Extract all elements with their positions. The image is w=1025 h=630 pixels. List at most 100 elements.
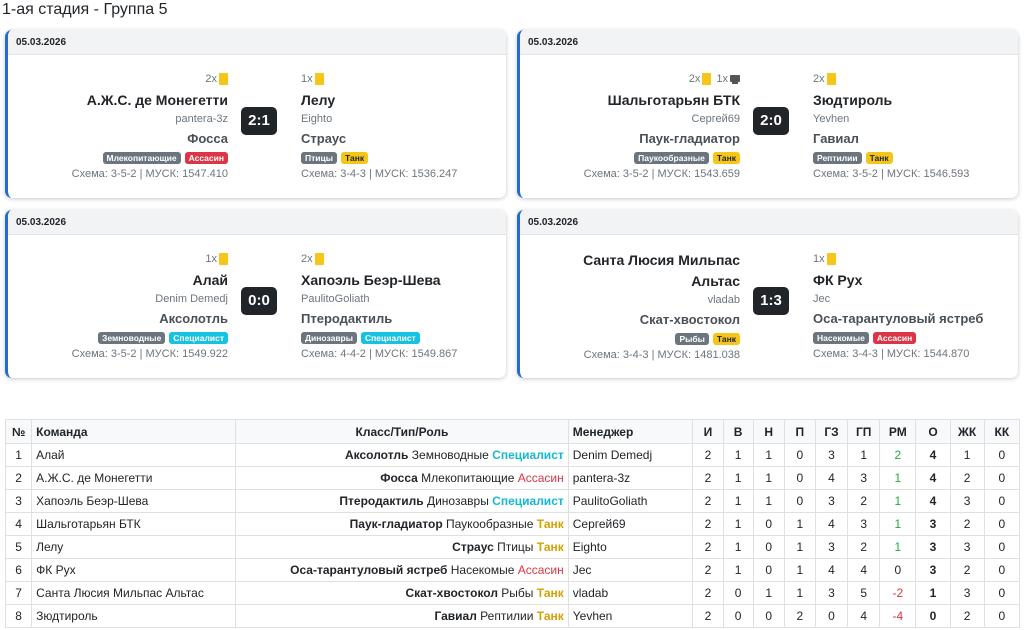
match-card[interactable]: 05.03.2026 Санта Люсия Мильпас Альтас vl… [517, 210, 1018, 378]
cards-row: 1x [813, 252, 836, 266]
row-manager[interactable]: Eighto [567, 535, 694, 559]
row-number: 7 [4, 581, 33, 605]
cards-row: 1x [301, 72, 324, 86]
manager-name[interactable]: Сергей69 [691, 112, 740, 125]
team-name[interactable]: ФК Рух [813, 271, 863, 288]
substitution-icon [730, 75, 740, 84]
row-class: Паук-гладиатор [349, 517, 443, 531]
type-badge: Рептилии [813, 151, 862, 164]
team-name[interactable]: А.Ж.С. де Монегетти [86, 91, 228, 108]
yellow-card-icon [702, 72, 712, 85]
match-card[interactable]: 05.03.2026 1x Алай Denim Demedj Аксолотл… [5, 210, 506, 378]
match-score[interactable]: 2:0 [753, 107, 789, 135]
col-number: № [4, 419, 33, 444]
row-manager[interactable]: Jec [567, 558, 694, 582]
row-red-cards: 0 [983, 535, 1021, 559]
yellow-card-count: 1x [813, 252, 825, 265]
row-class-type-role: Гавиал Рептилии Танк [235, 604, 569, 628]
type-badge: Динозавры [301, 331, 358, 344]
manager-name[interactable]: vladab [707, 294, 740, 306]
row-points: 1 [915, 581, 951, 605]
match-score[interactable]: 0:0 [241, 287, 277, 315]
row-class: Страус [452, 540, 494, 554]
role-badge: Танк [712, 151, 740, 164]
match-card[interactable]: 05.03.2026 2x 1x Шальготарьян БТК Сергей… [517, 30, 1018, 198]
team-name-line2[interactable]: Альтас [691, 273, 740, 289]
match-card[interactable]: 05.03.2026 2x А.Ж.С. де Монегетти panter… [5, 30, 506, 198]
table-row[interactable]: 6 ФК Рух Оса-тарантуловый ястреб Насеком… [4, 558, 1021, 582]
away-team: 1x ФК Рух Jec Оса-тарантуловый ястреб На… [813, 235, 1018, 378]
type-badge: Рыбы [675, 333, 709, 345]
row-number: 2 [4, 466, 33, 490]
manager-name[interactable]: Eighto [301, 112, 333, 125]
away-team: 1x Лелу Eighto Страус Птицы Танк Схема: … [301, 55, 506, 198]
match-date: 05.03.2026 [8, 30, 506, 55]
row-won: 0 [722, 604, 754, 628]
team-name[interactable]: Зюдтироль [813, 91, 893, 108]
row-team[interactable]: ФК Рух [31, 558, 237, 582]
row-played: 2 [692, 512, 724, 536]
row-won: 1 [722, 558, 754, 582]
manager-name[interactable]: pantera-3z [175, 112, 228, 125]
row-red-cards: 0 [983, 581, 1021, 605]
row-draw: 1 [752, 489, 785, 513]
row-class: Аксолотль [344, 448, 409, 462]
table-row[interactable]: 3 Хапоэль Беэр-Шева Птеродактиль Динозав… [4, 489, 1021, 513]
col-won: В [722, 419, 754, 444]
row-number: 8 [4, 604, 33, 628]
match-date: 05.03.2026 [520, 30, 1018, 55]
away-team: 2x Хапоэль Беэр-Шева PaulitoGoliath Птер… [301, 235, 506, 378]
team-name[interactable]: Санта Люсия Мильпас [583, 252, 740, 268]
row-team[interactable]: Лелу [31, 535, 237, 559]
manager-name[interactable]: Jec [813, 292, 831, 305]
team-name[interactable]: Лелу [301, 91, 336, 108]
row-manager[interactable]: Denim Demedj [567, 443, 694, 467]
table-row[interactable]: 8 Зюдтироль Гавиал Рептилии Танк Yevhen … [4, 604, 1021, 628]
row-draw: 1 [752, 581, 785, 605]
row-role: Танк [536, 517, 564, 531]
row-type: Рыбы [501, 586, 534, 600]
row-manager[interactable]: pantera-3z [567, 466, 694, 490]
table-row[interactable]: 4 Шальготарьян БТК Паук-гладиатор Паукоо… [4, 512, 1021, 536]
badges: Рептилии Танк [813, 151, 893, 164]
match-score[interactable]: 1:3 [753, 287, 789, 315]
table-row[interactable]: 7 Санта Люсия Мильпас Альтас Скат-хвосто… [4, 581, 1021, 605]
row-number: 3 [4, 489, 33, 513]
type-badge: Паукообразные [634, 151, 709, 164]
row-manager[interactable]: PaulitoGoliath [567, 489, 694, 513]
row-team[interactable]: Шальготарьян БТК [31, 512, 237, 536]
manager-name[interactable]: PaulitoGoliath [301, 292, 370, 305]
row-team[interactable]: Алай [31, 443, 237, 467]
row-goals-for: 0 [814, 604, 849, 628]
table-row[interactable]: 2 А.Ж.С. де Монегетти Фосса Млекопитающи… [4, 466, 1021, 490]
team-name[interactable]: Алай [192, 271, 228, 288]
row-points: 4 [915, 489, 951, 513]
row-manager[interactable]: vladab [567, 581, 694, 605]
manager-name[interactable]: Yevhen [813, 112, 850, 125]
yellow-card-count: 2x [688, 72, 701, 85]
scheme-text: Схема: 3-5-2 | МУСК: 1546.593 [813, 167, 970, 180]
yellow-card-icon [314, 252, 324, 265]
row-goals-for: 4 [814, 466, 849, 490]
row-manager[interactable]: Сергей69 [567, 512, 694, 536]
manager-name[interactable]: Denim Demedj [155, 292, 228, 305]
role-badge: Специалист [169, 331, 228, 344]
yellow-card-icon [826, 72, 836, 85]
match-score[interactable]: 2:1 [241, 107, 277, 135]
table-row[interactable]: 1 Алай Аксолотль Земноводные Специалист … [4, 443, 1021, 467]
row-team[interactable]: Хапоэль Беэр-Шева [31, 489, 237, 513]
team-name[interactable]: Шальготарьян БТК [607, 91, 740, 108]
table-header-row: № Команда Класс/Тип/Роль Менеджер И В Н … [4, 419, 1021, 444]
match-date: 05.03.2026 [8, 210, 506, 235]
row-manager[interactable]: Yevhen [567, 604, 694, 628]
cards-row: 2x [205, 72, 228, 86]
row-team[interactable]: Зюдтироль [31, 604, 237, 628]
team-name[interactable]: Хапоэль Беэр-Шева [301, 271, 441, 288]
scheme-text: Схема: 3-4-3 | МУСК: 1481.038 [583, 349, 740, 361]
row-goal-diff: 1 [879, 512, 917, 536]
row-team[interactable]: А.Ж.С. де Монегетти [31, 466, 237, 490]
row-points: 0 [915, 604, 951, 628]
row-goal-diff: 1 [879, 535, 917, 559]
table-row[interactable]: 5 Лелу Страус Птицы Танк Eighto 2 1 0 1 … [4, 535, 1021, 559]
row-team[interactable]: Санта Люсия Мильпас Альтас [31, 581, 237, 605]
